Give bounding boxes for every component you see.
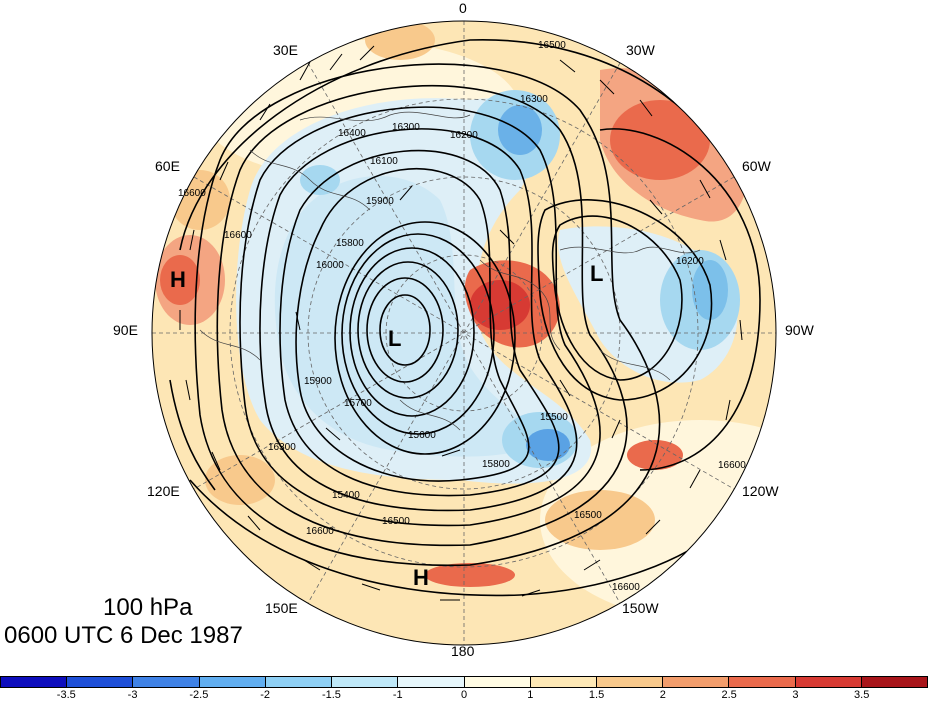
longitude-label: 90W: [785, 322, 814, 338]
contour-label: 16200: [450, 130, 478, 141]
low-pressure-marker: L: [590, 261, 603, 286]
color-bar-swatch: [67, 677, 134, 687]
color-bar-swatch: [133, 677, 200, 687]
longitude-label: 0: [459, 0, 467, 16]
color-bar-tick: 2: [659, 689, 666, 701]
contour-label: 16000: [316, 260, 344, 271]
longitude-label: 60W: [742, 158, 771, 174]
color-bar-swatch: [1, 677, 68, 687]
color-bar-tick: -3: [127, 689, 138, 701]
contour-label: 16500: [382, 516, 410, 527]
color-bar-swatch: [596, 677, 664, 687]
contour-label: 16100: [370, 156, 398, 167]
color-bar-tick: 3.5: [854, 689, 870, 701]
contour-label: 16600: [718, 460, 746, 471]
contour-label: 15900: [304, 376, 332, 387]
map-border: [151, 20, 777, 646]
contour-label: 15900: [366, 196, 394, 207]
color-bar-swatch: [398, 677, 465, 687]
longitude-label: 90E: [113, 322, 138, 338]
contour-label: 16500: [538, 40, 566, 51]
contour-label: 15800: [482, 459, 510, 470]
contour-label: 15700: [344, 398, 372, 409]
longitude-label: 30W: [626, 42, 655, 58]
contour-label: 16400: [338, 128, 366, 139]
color-bar-tick: 1.5: [588, 689, 605, 701]
contour-label: 16600: [224, 230, 252, 241]
color-bar-swatch: [861, 677, 928, 687]
longitude-label: 120W: [742, 483, 779, 499]
color-bar-swatch: [530, 677, 597, 687]
anomaly-shading: [152, 21, 776, 645]
color-bar-tick: 0: [460, 689, 468, 701]
color-bar-tick: 2.5: [721, 689, 737, 701]
color-bar-tick: 3: [792, 689, 799, 701]
contour-label: 15800: [336, 238, 364, 249]
color-bar-swatch: [729, 677, 796, 687]
longitude-label: 150E: [265, 600, 298, 616]
color-bar-swatch: [663, 677, 730, 687]
longitude-label: 180: [451, 643, 475, 659]
contour-label: 15600: [408, 430, 436, 441]
high-pressure-marker: H: [413, 565, 429, 590]
contour-label: 16600: [612, 582, 640, 593]
longitude-label: 120E: [147, 483, 180, 499]
date-time-label: 0600 UTC 6 Dec 1987: [4, 622, 243, 649]
color-bar-tick: -1.5: [321, 689, 341, 701]
contour-label: 16300: [268, 442, 296, 453]
color-bar-swatch: [332, 677, 399, 687]
color-bar-tick: -1: [392, 689, 403, 701]
color-bar-tick: -2: [260, 689, 271, 701]
color-bar-tick-labels: -3.5 -3 -2.5 -2 -1.5 -1 0 1 1.5 2 2.5 3 3.5: [0, 689, 928, 703]
longitude-label: 60E: [155, 158, 180, 174]
contour-label: 16300: [520, 94, 548, 105]
color-bar-tick: -2.5: [189, 689, 209, 701]
low-pressure-marker: L: [388, 326, 401, 351]
wind-barbs: [179, 45, 743, 601]
color-bar-swatch: [464, 677, 531, 687]
color-bar: [0, 676, 928, 688]
contour-label: 16500: [574, 510, 602, 521]
color-bar-swatch: [199, 677, 266, 687]
longitude-label: 150W: [622, 600, 659, 616]
high-pressure-marker: H: [170, 267, 186, 292]
contour-label: 16600: [178, 188, 206, 199]
color-bar-tick: 1: [527, 689, 534, 701]
color-bar-swatch: [795, 677, 862, 687]
contour-label: 16300: [392, 122, 420, 133]
color-bar-tick: -3.5: [56, 689, 76, 701]
contour-label: 16200: [676, 256, 704, 267]
contour-label-group: 16500 16300 16200 16400 16300 16100 1590…: [178, 40, 746, 593]
contour-label: 15500: [540, 412, 568, 423]
pressure-level-label: 100 hPa: [103, 594, 193, 621]
longitude-label: 30E: [273, 42, 298, 58]
color-bar-swatch: [265, 677, 333, 687]
contour-label: 15400: [332, 490, 360, 501]
contour-label: 16600: [306, 526, 334, 537]
